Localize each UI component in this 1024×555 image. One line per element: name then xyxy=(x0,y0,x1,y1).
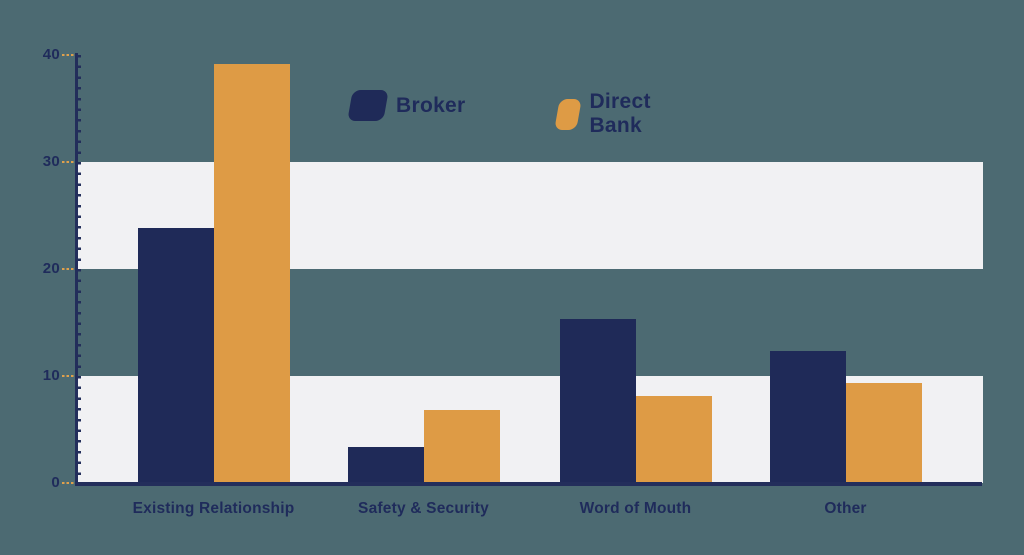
y-major-tick-40 xyxy=(62,54,75,56)
bar-broker-word-of-mouth xyxy=(559,319,636,483)
y-major-tick-20 xyxy=(62,268,75,270)
bar-direct-bank-existing-relationship xyxy=(213,63,290,483)
y-axis-line xyxy=(75,53,78,484)
y-tick-label-0: 0 xyxy=(51,474,60,491)
bar-direct-bank-other xyxy=(845,383,922,483)
bar-direct-bank-safety-security xyxy=(423,410,500,483)
y-tick-label-30: 30 xyxy=(42,153,60,170)
bar-broker-existing-relationship xyxy=(137,228,214,483)
legend-item-direct-bank: Direct Bank xyxy=(554,90,664,138)
y-axis-minor-ticks xyxy=(78,55,81,483)
y-tick-label-40: 40 xyxy=(42,46,60,63)
broker-series-swatch-icon xyxy=(347,90,389,121)
direct-bank-series-swatch-icon xyxy=(554,98,583,130)
bar-direct-bank-word-of-mouth xyxy=(635,396,712,483)
category-label-word-of-mouth: Word of Mouth xyxy=(579,500,692,517)
bar-broker-other xyxy=(769,351,846,483)
legend-item-broker: Broker xyxy=(347,90,466,121)
category-label-other: Other xyxy=(824,500,867,517)
category-label-safety-security: Safety & Security xyxy=(358,500,489,517)
y-major-tick-0 xyxy=(62,482,75,484)
x-axis-line xyxy=(75,482,982,486)
y-tick-label-20: 20 xyxy=(42,260,60,277)
category-label-existing-relationship: Existing Relationship xyxy=(132,500,295,517)
y-major-tick-10 xyxy=(62,375,75,377)
bar-broker-safety-security xyxy=(347,446,424,483)
legend-label-direct-bank: Direct Bank xyxy=(589,90,651,137)
y-tick-label-10: 10 xyxy=(42,367,60,384)
legend-label-broker: Broker xyxy=(396,93,466,117)
y-major-tick-30 xyxy=(62,161,75,163)
